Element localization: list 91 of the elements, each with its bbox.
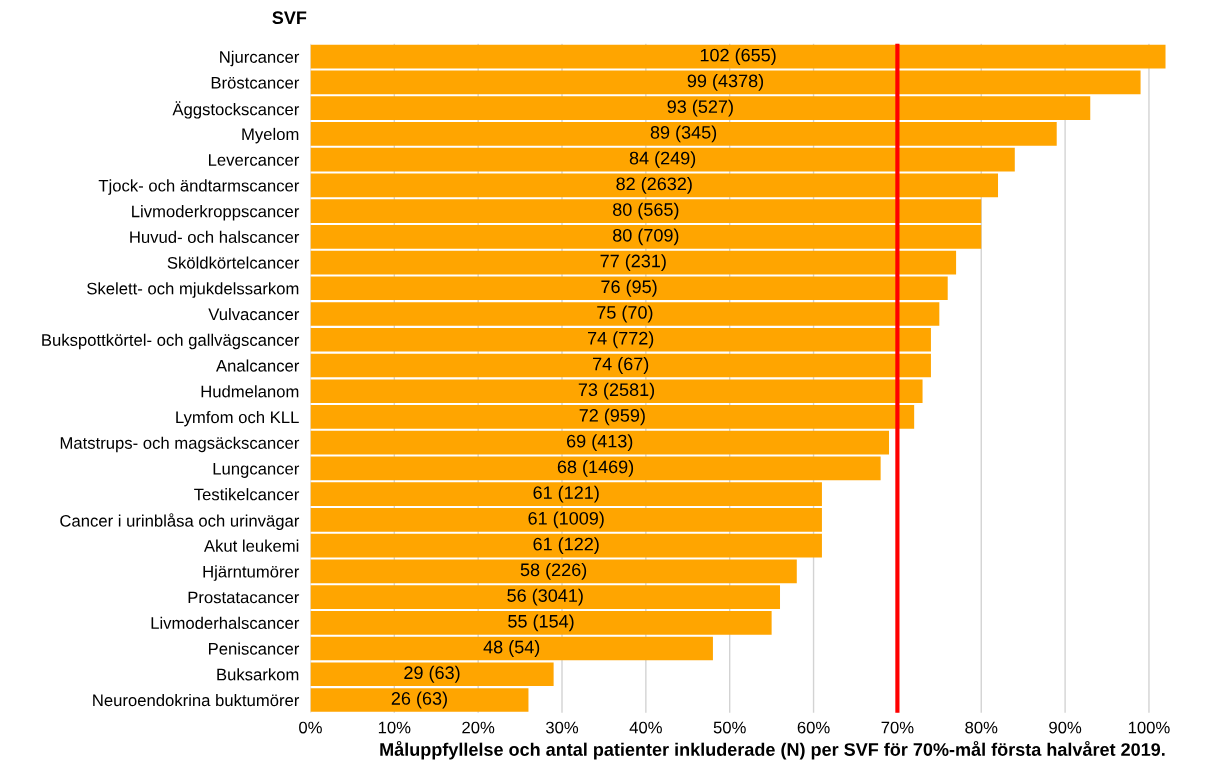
data-label: 61 (1009)	[528, 511, 604, 529]
y-tick-label: Buksarkom	[217, 668, 299, 681]
y-tick-label: Matstrups- och magsäckscancer	[60, 436, 300, 453]
x-tick-label: 10%	[378, 721, 411, 734]
x-tick-label: 90%	[1049, 721, 1082, 734]
bar	[310, 250, 957, 275]
x-tick-label: 20%	[462, 721, 495, 734]
y-tick-label: Vulvacancer	[208, 307, 300, 321]
data-label: 76 (95)	[601, 279, 657, 297]
y-tick-label: Lungcancer	[213, 462, 300, 478]
bar	[310, 147, 1015, 172]
data-label: 26 (63)	[391, 691, 447, 709]
data-label: 74 (67)	[593, 357, 649, 374]
y-tick-label: Njurcancer	[220, 50, 300, 67]
bar	[310, 96, 1091, 120]
data-label: 74 (772)	[588, 331, 654, 349]
y-tick-label: Livmoderhalscancer	[151, 616, 300, 629]
data-label: 75 (70)	[597, 305, 653, 323]
data-label: 80 (709)	[613, 228, 679, 246]
bar	[310, 70, 1141, 95]
data-label: 99 (4378)	[687, 74, 764, 91]
x-axis-title: Måluppfyllelse och antal patienter inkluderade (N) per SVF för 70%-mål första halvåret 2019.	[380, 740, 1165, 760]
data-label: 68 (1469)	[557, 459, 634, 477]
bar	[310, 662, 554, 687]
bar	[310, 533, 822, 558]
data-label: 77 (231)	[600, 254, 666, 271]
bar	[310, 508, 822, 532]
bar	[310, 353, 931, 378]
y-tick-label: Neuroendokrina buktumörer	[93, 693, 300, 707]
bar	[310, 636, 713, 661]
bar	[310, 456, 881, 481]
y-tick-label: Analcancer	[216, 359, 300, 372]
bar	[310, 559, 797, 584]
y-tick-label: Myelom	[242, 127, 299, 144]
y-tick-label: Hudmelanom	[201, 385, 299, 398]
x-tick-label: 40%	[629, 721, 662, 734]
x-tick-label: 50%	[713, 721, 746, 734]
data-label: 29 (63)	[404, 665, 460, 683]
y-tick-label: Sköldkörtelcancer	[167, 256, 300, 269]
y-tick-label: Akut leukemi	[203, 539, 299, 552]
y-tick-label: Huvud- och halscancer	[130, 230, 300, 244]
bar	[310, 122, 1057, 146]
bar	[310, 224, 982, 249]
y-tick-label: Bukspottkörtel- och gallvägscancer	[42, 333, 300, 350]
x-tick-label: 0%	[299, 721, 322, 734]
bar	[310, 44, 1166, 69]
bar	[310, 302, 940, 326]
y-tick-label: Äggstockscancer	[172, 101, 300, 119]
bar	[310, 482, 822, 506]
data-label: 80 (565)	[613, 202, 679, 220]
bar	[310, 430, 890, 455]
y-tick-label: Livmoderkroppscancer	[132, 205, 300, 221]
y-tick-label: Prostatacancer	[188, 591, 300, 604]
data-label: 73 (2581)	[578, 382, 655, 400]
bar	[310, 276, 948, 301]
data-label: 55 (154)	[508, 614, 574, 632]
x-tick-label: 60%	[797, 721, 830, 734]
data-label: 82 (2632)	[616, 176, 692, 194]
bar	[310, 688, 529, 712]
y-tick-label: Skelett- och mjukdelssarkom	[87, 282, 299, 298]
bar	[310, 173, 999, 198]
x-tick-label: 100%	[1128, 721, 1170, 734]
y-tick-label: Levercancer	[209, 154, 300, 166]
data-label: 84 (249)	[629, 151, 696, 169]
y-tick-label: Bröstcancer	[211, 77, 300, 89]
y-tick-label: Tjock- och ändtarmscancer	[98, 179, 300, 195]
bar	[310, 379, 923, 404]
data-label: 69 (413)	[567, 434, 633, 452]
x-tick-label: 80%	[965, 721, 998, 734]
data-label: 89 (345)	[650, 125, 717, 143]
data-label: 56 (3041)	[507, 588, 583, 606]
bar	[310, 610, 772, 635]
data-label: 48 (54)	[483, 640, 540, 657]
bar	[310, 199, 982, 223]
bar	[310, 585, 781, 609]
data-label: 58 (226)	[520, 562, 587, 580]
y-axis-title: SVF	[272, 11, 307, 25]
data-label: 61 (121)	[533, 485, 599, 503]
y-tick-label: Peniscancer	[209, 642, 300, 655]
data-label: 93 (527)	[667, 99, 733, 117]
y-tick-label: Cancer i urinblåsa och urinvägar	[60, 513, 300, 531]
data-label: 72 (959)	[579, 408, 645, 426]
data-label: 61 (122)	[533, 537, 599, 555]
y-tick-label: Lymfom och KLL	[176, 410, 299, 427]
x-tick-label: 30%	[545, 721, 579, 734]
data-label: 102 (655)	[700, 48, 776, 66]
bar	[310, 405, 915, 429]
bar	[310, 327, 931, 352]
y-tick-label: Hjärntumörer	[203, 565, 300, 581]
x-tick-label: 70%	[881, 721, 914, 734]
y-tick-label: Testikelcancer	[194, 488, 300, 501]
